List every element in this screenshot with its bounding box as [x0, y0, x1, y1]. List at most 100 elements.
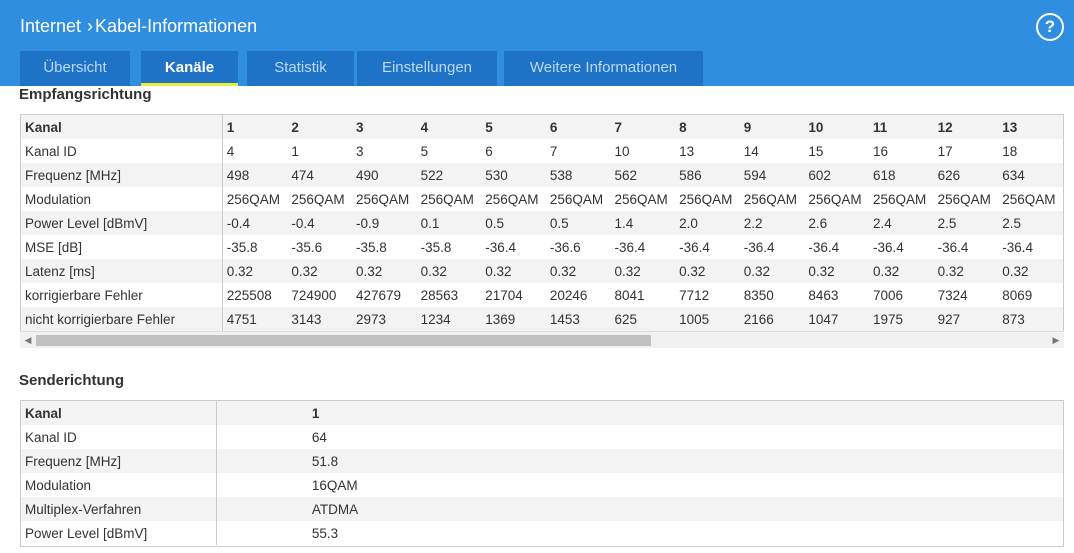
row-label: Frequenz [MHz]: [21, 449, 217, 473]
table-cell: 14: [743, 143, 759, 159]
scroll-thumb[interactable]: [36, 335, 651, 346]
table-cell: 256QAM: [679, 191, 733, 207]
tab-statistik[interactable]: Statistik: [247, 51, 354, 86]
table-cell: 7: [549, 143, 558, 159]
row-label: Power Level [dBmV]: [21, 211, 223, 235]
table-cell: 490: [351, 163, 417, 187]
table-cell: -36.4: [872, 239, 904, 255]
table-row: Frequenz [MHz] 51.8: [21, 449, 1063, 473]
table-cell: 256QAM: [808, 191, 862, 207]
breadcrumb-root[interactable]: Internet: [20, 16, 82, 36]
table-cell: 13: [998, 115, 1063, 139]
table-cell: 5: [420, 143, 429, 159]
table-cell: 0.5: [481, 211, 546, 235]
tab-weitere-informationen[interactable]: Weitere Informationen: [504, 51, 703, 86]
table-cell: 0.32: [933, 259, 999, 283]
table-cell: 51.8: [216, 449, 1063, 473]
table-cell: 16: [872, 143, 888, 159]
table-cell: 7: [610, 115, 676, 139]
table-row: Kanal 1: [21, 401, 1063, 425]
table-row: Kanal ID 4 1 3 5 6 7 10 13 14 15 16 17 18: [21, 139, 1063, 163]
table-cell: -36.4: [743, 239, 775, 255]
table-cell: 0.32: [481, 259, 546, 283]
table-cell: 634: [998, 163, 1063, 187]
tab-einstellungen[interactable]: Einstellungen: [357, 51, 497, 86]
tab-kanaele[interactable]: Kanäle: [141, 51, 238, 86]
row-label: Frequenz [MHz]: [21, 163, 223, 187]
table-cell: 0.32: [545, 259, 611, 283]
table-cell: 1234: [416, 307, 482, 331]
table-row: Kanal 1 2 3 4 5 6 7 8 9 10 11 12 13: [21, 115, 1063, 139]
table-cell: 0.32: [804, 259, 869, 283]
table-cell: 256QAM: [549, 191, 604, 207]
row-label: Kanal: [21, 115, 223, 139]
section-title-empfangsrichtung: Empfangsrichtung: [19, 86, 152, 103]
table-cell: 538: [545, 163, 611, 187]
breadcrumb: Internet › Kabel-Informationen: [20, 16, 257, 37]
table-cell: 2.5: [933, 211, 999, 235]
table-row: Power Level [dBmV] 55.3: [21, 521, 1063, 545]
table-cell: 562: [610, 163, 676, 187]
table-cell: 16QAM: [311, 477, 358, 493]
table-cell: -36.6: [549, 239, 581, 255]
table-cell: -0.9: [351, 211, 417, 235]
table-cell: 17: [937, 143, 953, 159]
row-label: Kanal ID: [21, 425, 217, 449]
page-title: Kabel-Informationen: [95, 16, 258, 36]
table-cell: -0.4: [287, 211, 352, 235]
table-cell: 7712: [679, 287, 710, 303]
table-cell: 3143: [287, 307, 352, 331]
table-cell: 18: [1002, 143, 1018, 159]
table-row: Multiplex-Verfahren ATDMA: [21, 497, 1063, 521]
table-cell: 3: [355, 143, 364, 159]
table-cell: 8069: [1002, 287, 1033, 303]
table-cell: 724900: [291, 287, 337, 303]
table-cell: 15: [808, 143, 824, 159]
table-cell: 626: [933, 163, 999, 187]
table-cell: 256QAM: [420, 191, 474, 207]
tab-uebersicht[interactable]: Übersicht: [20, 51, 130, 86]
table-cell: 0.5: [545, 211, 611, 235]
row-label: Kanal: [21, 401, 217, 425]
table-cell: -35.6: [291, 239, 323, 255]
table-row: Latenz [ms] 0.32 0.32 0.32 0.32 0.32 0.32 0.32 0…: [21, 259, 1063, 283]
row-label: Power Level [dBmV]: [21, 521, 217, 545]
table-cell: 20246: [549, 287, 588, 303]
table-cell: 256QAM: [485, 191, 539, 207]
table-cell: 8: [675, 115, 740, 139]
table-cell: 427679: [355, 287, 402, 303]
table-cell: 1: [291, 143, 299, 159]
scroll-left-icon[interactable]: ◀: [24, 335, 32, 345]
table-cell: 8041: [614, 287, 645, 303]
row-label: korrigierbare Fehler: [21, 283, 223, 307]
table-cell: 21704: [485, 287, 523, 303]
table-cell: -36.4: [679, 239, 710, 255]
scroll-right-icon[interactable]: ▶: [1052, 335, 1060, 345]
table-cell: 0.32: [675, 259, 740, 283]
table-row: Power Level [dBmV] -0.4 -0.4 -0.9 0.1 0.5 0.5 1…: [21, 211, 1063, 235]
row-label: Latenz [ms]: [21, 259, 223, 283]
table-cell: 498: [222, 163, 288, 187]
row-label: Kanal ID: [21, 139, 223, 163]
table-cell: 1369: [481, 307, 546, 331]
table-cell: 1005: [675, 307, 740, 331]
table-cell: 256QAM: [614, 191, 668, 207]
upstream-table-container: Kanal 1 Kanal ID 64 Frequenz [MHz] 51.8 Modula…: [20, 400, 1064, 547]
table-cell: 4: [226, 143, 235, 159]
table-cell: 6: [545, 115, 611, 139]
table-cell: 6: [485, 143, 493, 159]
help-icon[interactable]: ?: [1036, 13, 1064, 41]
table-cell: 2.6: [804, 211, 869, 235]
table-cell: -0.4: [222, 211, 288, 235]
horizontal-scrollbar[interactable]: ◀ ▶: [20, 331, 1064, 348]
table-cell: 256QAM: [937, 191, 991, 207]
table-cell: 2.2: [739, 211, 805, 235]
table-cell: 256QAM: [743, 191, 797, 207]
table-cell: -36.4: [614, 239, 646, 255]
table-cell: 256QAM: [872, 191, 927, 207]
header-bar: Internet › Kabel-Informationen ? Übersicht…: [0, 0, 1074, 86]
table-cell: -36.4: [808, 239, 840, 255]
table-cell: 9: [739, 115, 805, 139]
table-cell: 8350: [743, 287, 774, 303]
table-cell: -35.8: [420, 239, 452, 255]
